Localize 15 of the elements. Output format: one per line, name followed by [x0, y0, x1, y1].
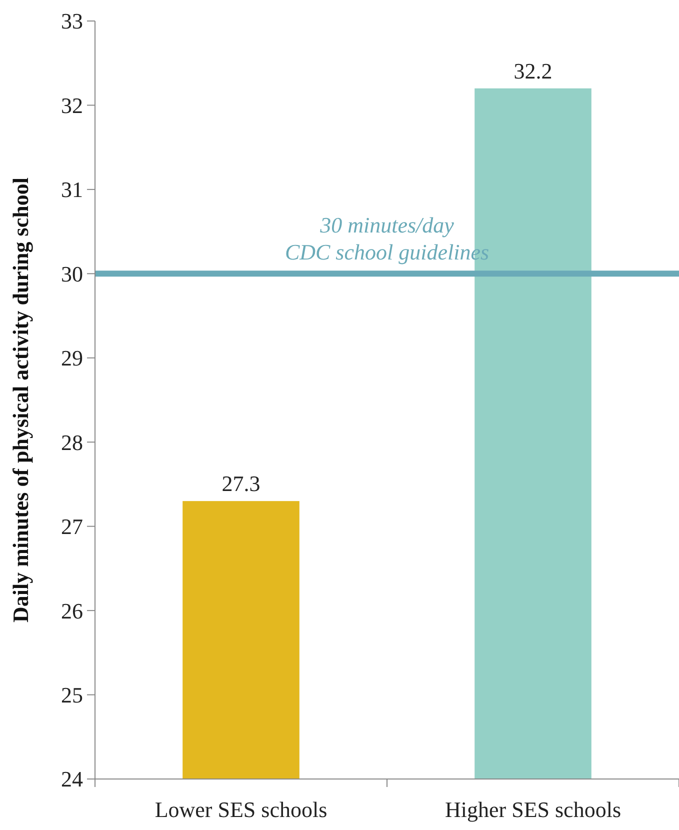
data-label: 27.3: [222, 471, 260, 496]
y-tick-label: 25: [61, 682, 83, 708]
data-label: 32.2: [514, 58, 552, 84]
y-tick-label: 30: [61, 261, 83, 286]
y-tick-label: 28: [61, 430, 83, 455]
y-tick-label: 33: [61, 8, 83, 34]
y-tick-label: 31: [61, 177, 83, 202]
y-tick-label: 26: [61, 598, 83, 624]
y-tick-label: 27: [61, 514, 83, 540]
x-tick-label: Lower SES schools: [154, 797, 328, 822]
x-tick-label: Higher SES schools: [445, 797, 621, 822]
y-tick-label: 29: [61, 346, 83, 371]
y-tick-label: 24: [61, 766, 83, 792]
y-axis-title: Daily minutes of physical activity during school: [8, 178, 33, 622]
y-tick-label: 32: [61, 92, 83, 118]
